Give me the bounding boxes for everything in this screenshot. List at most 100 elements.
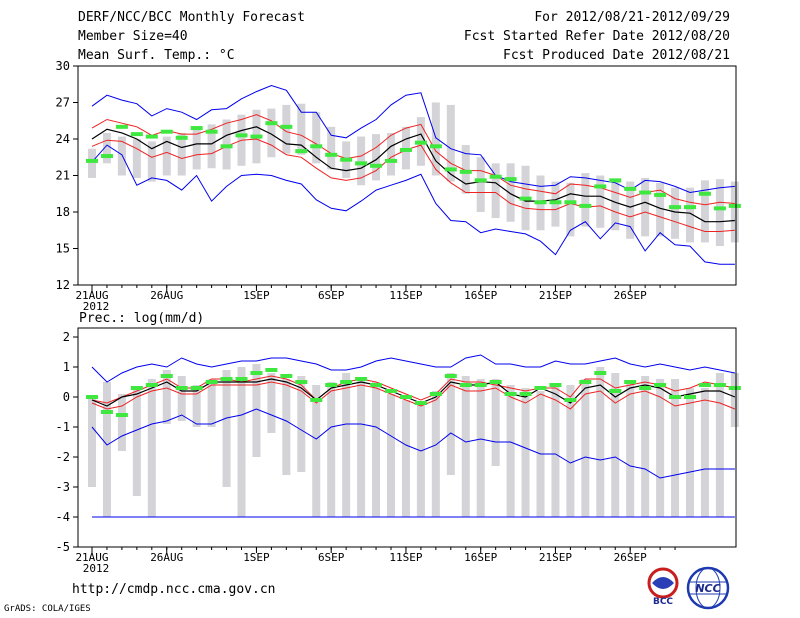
precip-x-tick-label: 11SEP <box>389 551 422 564</box>
precip-ensemble-box <box>551 385 560 517</box>
precip-observed-marker <box>220 377 233 381</box>
precip-observed-marker <box>160 374 173 378</box>
precip-ensemble-box <box>700 388 709 517</box>
precip-observed-marker <box>295 380 308 384</box>
precip-observed-marker <box>564 398 577 402</box>
temp-plot: 12 15 18 21 24 27 30 21AUG 26AUG 1SEP 6SEP 11SEP 16S… <box>56 59 741 313</box>
precip-ensemble-box <box>521 388 530 517</box>
precip-observed-marker <box>609 389 622 393</box>
temp-year-label: 2012 <box>83 300 110 313</box>
temp-observed-marker <box>340 157 353 162</box>
temp-observed-marker <box>190 126 203 131</box>
temp-x-tick-label: 1SEP <box>243 289 270 302</box>
temp-ensemble-box <box>700 180 709 243</box>
precip-ensemble-box <box>222 370 231 487</box>
precip-observed-marker <box>130 386 143 390</box>
temp-ensemble-box <box>566 182 575 237</box>
precip-ensemble-box <box>192 385 201 427</box>
precip-x-tick-label: 26SEP <box>614 551 647 564</box>
precip-observed-marker <box>459 383 472 387</box>
precip-ensemble-box <box>431 391 440 517</box>
precip-ensemble-box <box>147 379 156 517</box>
precip-ensemble-box <box>715 373 724 517</box>
temp-ensemble-box <box>461 145 470 194</box>
precip-observed-marker <box>504 392 517 396</box>
source-url[interactable]: http://cmdp.ncc.cma.gov.cn <box>72 582 276 597</box>
temp-ensemble-box <box>177 132 186 176</box>
temp-ensemble-box <box>192 129 201 170</box>
temp-x-tick-label: 6SEP <box>318 289 345 302</box>
temp-observed-marker <box>175 135 188 140</box>
precip-ensemble-box <box>566 385 575 517</box>
precip-observed-marker <box>519 392 532 396</box>
precip-ensemble-box <box>581 379 590 517</box>
temp-observed-marker <box>609 178 622 183</box>
temp-ensemble-box <box>297 103 306 155</box>
ncc-logo-label: NCC <box>695 582 720 595</box>
precip-ensemble-box <box>671 379 680 517</box>
temp-observed-marker <box>549 200 562 205</box>
precip-observed-marker <box>175 386 188 390</box>
precip-ensemble-box <box>387 394 395 517</box>
temp-ensemble-box <box>730 181 739 243</box>
temp-observed-marker <box>235 133 248 138</box>
temp-y-tick-label: 18 <box>56 205 70 219</box>
temp-ensemble-box <box>132 139 141 178</box>
temp-ensemble-box <box>327 126 336 170</box>
precip-ensemble-box <box>626 382 635 517</box>
precip-y-tick-label: 1 <box>63 360 70 374</box>
temp-ensemble-box <box>162 136 171 176</box>
temp-ensemble-box <box>686 187 694 243</box>
precip-lower-line <box>91 381 736 410</box>
precip-observed-marker <box>549 383 562 387</box>
precip-ensemble-box <box>177 376 186 421</box>
precip-ensemble-box <box>297 376 306 472</box>
temp-observed-marker <box>474 178 487 183</box>
temp-ensemble-box <box>715 179 724 247</box>
temp-observed-marker <box>534 200 547 205</box>
temp-observed-marker <box>429 144 442 149</box>
precip-observed-marker <box>594 371 607 375</box>
precip-observed-marker <box>340 380 353 384</box>
precip-ensemble-box <box>282 379 291 475</box>
temp-observed-marker <box>654 192 667 197</box>
temp-ensemble-box <box>387 132 395 176</box>
temp-y-tick-label: 27 <box>56 96 70 110</box>
temp-observed-marker <box>414 140 427 145</box>
temp-x-tick-label: 21AUG <box>75 289 108 302</box>
temp-x-tick-label: 11SEP <box>389 289 422 302</box>
precip-observed-marker <box>429 392 442 396</box>
temp-observed-marker <box>385 158 397 163</box>
temp-ensemble-box <box>476 157 485 212</box>
header-start-date: Fcst Started Refer Date 2012/08/20 <box>463 29 730 44</box>
precip-x-tick-label: 16SEP <box>464 551 497 564</box>
temp-ensemble-box <box>641 177 650 237</box>
temp-mean-line <box>91 126 735 223</box>
precip-ensemble-box <box>491 379 500 466</box>
precip-observed-marker <box>325 383 338 387</box>
precip-ensemble-box <box>730 373 739 427</box>
temp-observed-marker <box>684 205 696 210</box>
temp-observed-marker <box>220 144 233 149</box>
header-variable-title: Mean Surf. Temp.: °C <box>78 48 235 63</box>
temp-observed-marker <box>310 144 323 149</box>
precip-ensemble-box <box>641 376 650 517</box>
precip-ensemble-box <box>416 403 425 517</box>
precip-ensemble-box <box>506 385 515 517</box>
precip-observed-marker <box>713 383 726 387</box>
precip-y-tick-label: -2 <box>56 450 70 464</box>
precip-observed-marker <box>654 383 667 387</box>
precip-observed-marker <box>265 368 278 372</box>
precip-observed-marker <box>115 413 128 417</box>
temp-x-tick-label: 26SEP <box>614 289 647 302</box>
precip-ensemble-box <box>446 373 455 475</box>
temp-observed-marker <box>250 134 263 139</box>
precip-observed-marker <box>86 395 98 399</box>
precip-ensemble-box <box>88 397 96 487</box>
precip-x-tick-label: 1SEP <box>243 551 270 564</box>
precip-ensemble-box <box>117 394 126 451</box>
precip-y-tick-label: -3 <box>56 480 70 494</box>
precip-ensemble-box <box>476 379 485 517</box>
temp-observed-marker <box>698 191 711 196</box>
